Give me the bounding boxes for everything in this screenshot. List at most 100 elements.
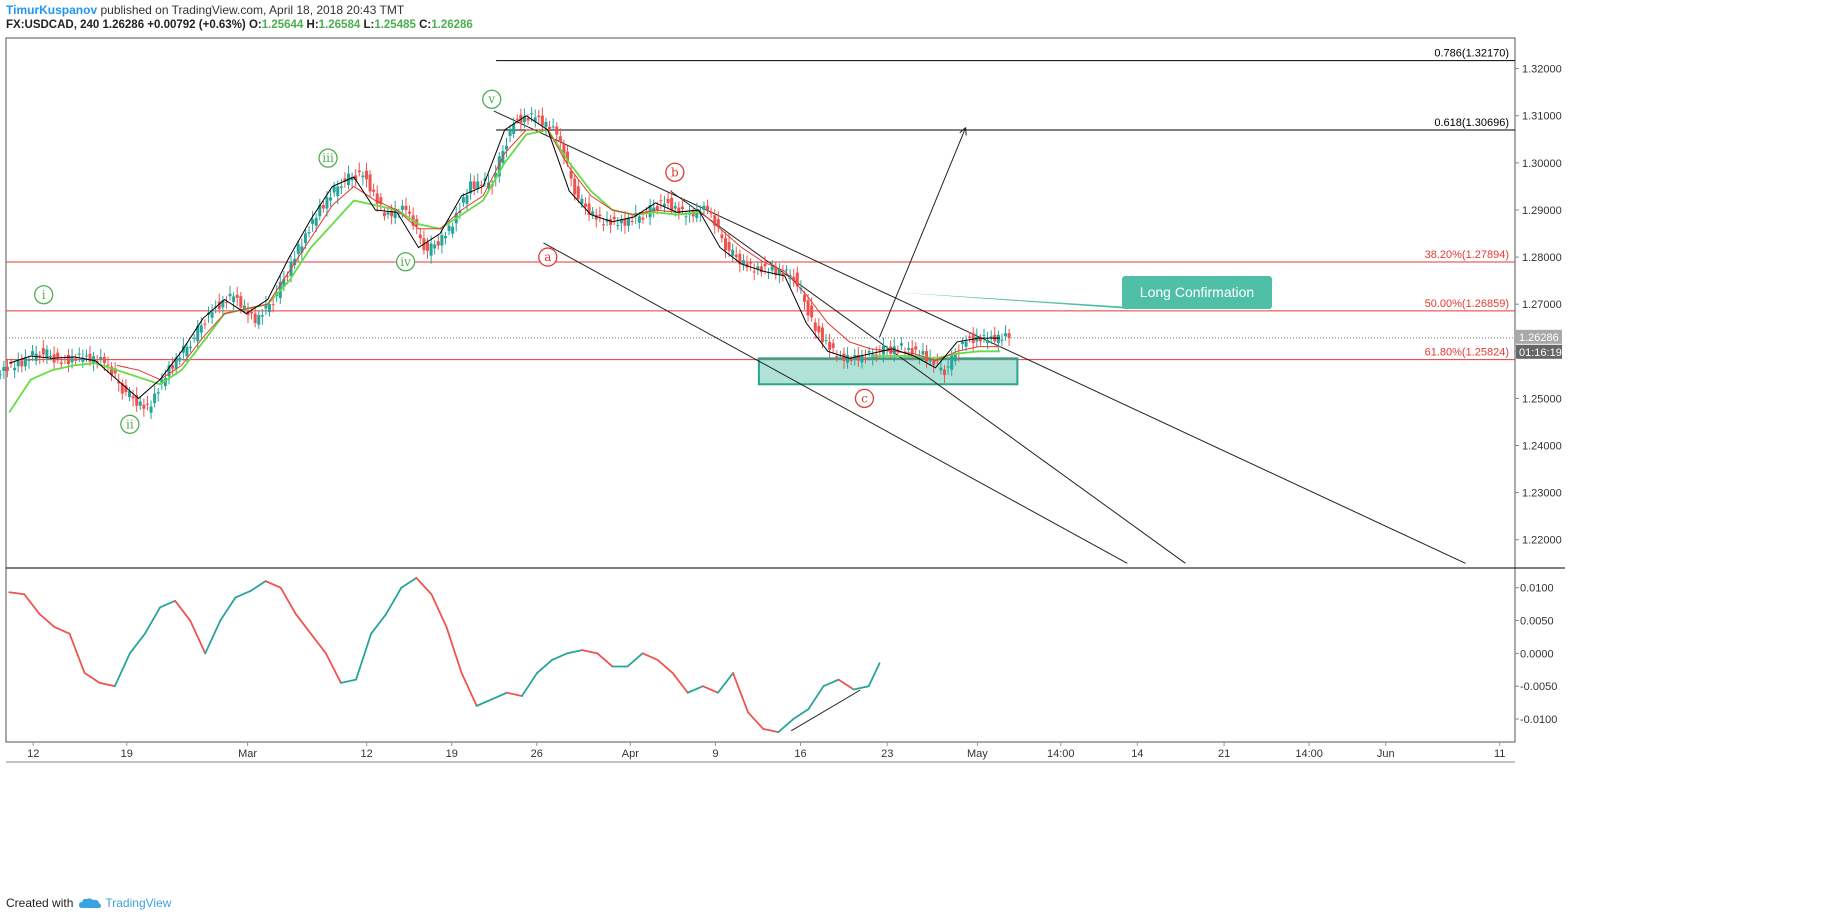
candle-body — [16, 360, 20, 367]
author-link[interactable]: TimurKuspanov — [6, 3, 98, 17]
price-tick-label: 1.27000 — [1522, 299, 1562, 311]
created-with-text: Created with — [6, 896, 74, 910]
candle-body — [598, 214, 602, 217]
oscillator-segment — [204, 619, 222, 655]
symbol-label: FX:USDCAD, 240 — [6, 19, 100, 31]
oscillator-segment — [777, 718, 795, 734]
candle-body — [149, 406, 153, 413]
candle-body — [285, 275, 289, 277]
candle-body — [84, 355, 88, 357]
oscillator-segment — [686, 685, 704, 694]
candle-body — [659, 200, 663, 202]
publisher-line: TimurKuspanov published on TradingView.c… — [6, 3, 1406, 18]
oscillator-segment — [8, 591, 26, 596]
candle-body — [390, 210, 394, 217]
oscillator-segment — [521, 672, 538, 697]
candle-body — [601, 224, 605, 226]
wave-label: ii — [126, 417, 134, 431]
tradingview-brand[interactable]: TradingView — [79, 896, 171, 910]
candle-body — [996, 334, 1000, 344]
candle-body — [641, 217, 645, 220]
oscillator-segment — [264, 580, 282, 589]
candle-body — [533, 117, 537, 122]
candle-body — [77, 353, 81, 355]
candle-body — [971, 333, 975, 344]
candle-body — [1000, 339, 1004, 341]
candle-body — [185, 346, 189, 357]
candle-body — [824, 340, 828, 342]
candle-body — [813, 322, 817, 332]
candle-body — [153, 393, 157, 404]
oscillator-segment — [822, 678, 840, 688]
oscillator-segment — [581, 649, 599, 655]
low-label: L: — [363, 19, 375, 31]
price-tick-label: 1.24000 — [1522, 441, 1562, 453]
time-tick-label: 21 — [1218, 748, 1230, 760]
candle-body — [738, 253, 742, 265]
candle-body — [400, 205, 404, 210]
candle-body — [311, 219, 315, 224]
fib-level-label: 0.618(1.30696) — [1434, 117, 1509, 129]
candle-body — [465, 195, 469, 204]
wave-label-circle — [538, 247, 558, 267]
candle-body — [702, 205, 706, 210]
osc-tick-label: 0.0000 — [1520, 648, 1554, 660]
wave-label-circle — [854, 388, 875, 409]
candle-body — [914, 346, 918, 350]
candle-body — [630, 220, 634, 222]
candle-body — [573, 178, 577, 195]
candle-body — [375, 193, 379, 204]
candle-body — [210, 312, 214, 318]
oscillator-segment — [852, 685, 870, 691]
candle-body — [479, 184, 483, 186]
oscillator-line — [8, 576, 881, 734]
price-tick-label: 1.30000 — [1522, 158, 1562, 170]
callout-box — [1122, 276, 1272, 309]
time-tick-label: Apr — [622, 748, 639, 760]
oscillator-segment — [294, 613, 312, 635]
candle-body — [282, 279, 286, 287]
candle-body — [120, 383, 124, 394]
candle-body — [293, 258, 297, 265]
time-axis: 12 19 Mar 12 19 26 Apr 9 16 23 May 14:00 14 21 14:00 Ju… — [27, 742, 1505, 760]
oscillator-segment — [355, 632, 373, 681]
candle-body — [332, 186, 336, 193]
countdown-label: 01:16:19 — [1519, 347, 1562, 359]
candle-body — [846, 355, 850, 363]
candle-body — [763, 263, 767, 267]
candle-body — [828, 341, 832, 350]
candle-body — [978, 338, 982, 342]
time-tick-label: 11 — [1494, 748, 1505, 760]
candle-body — [820, 327, 824, 343]
oscillator-segment — [505, 691, 523, 697]
candle-body — [260, 315, 264, 317]
candle-body — [336, 186, 340, 197]
candle-body — [221, 300, 225, 308]
candle-body — [1004, 333, 1008, 337]
time-tick-label: 14 — [1131, 748, 1143, 760]
candle-body — [759, 266, 763, 273]
oscillator-segment — [415, 576, 433, 596]
candle-body — [181, 346, 185, 353]
oscillator-segment — [551, 652, 569, 661]
candle-body — [476, 181, 480, 189]
candle-body — [982, 334, 986, 336]
candle-body — [731, 249, 735, 256]
candle-body — [986, 339, 990, 344]
candle-body — [655, 205, 659, 211]
oscillator-segment — [324, 652, 342, 684]
candle-body — [339, 186, 343, 189]
trend-line — [670, 190, 1186, 564]
candle-body — [92, 356, 96, 364]
candle-body — [720, 234, 724, 239]
candle-body — [950, 354, 954, 370]
candle-body — [314, 217, 318, 226]
oscillator-segment — [340, 678, 357, 684]
candle-body — [925, 351, 929, 362]
candle-body — [616, 224, 620, 226]
target-zone — [757, 357, 1019, 386]
candle-body — [268, 304, 272, 313]
candle-body — [526, 118, 530, 121]
time-tick-label: 9 — [712, 748, 718, 760]
